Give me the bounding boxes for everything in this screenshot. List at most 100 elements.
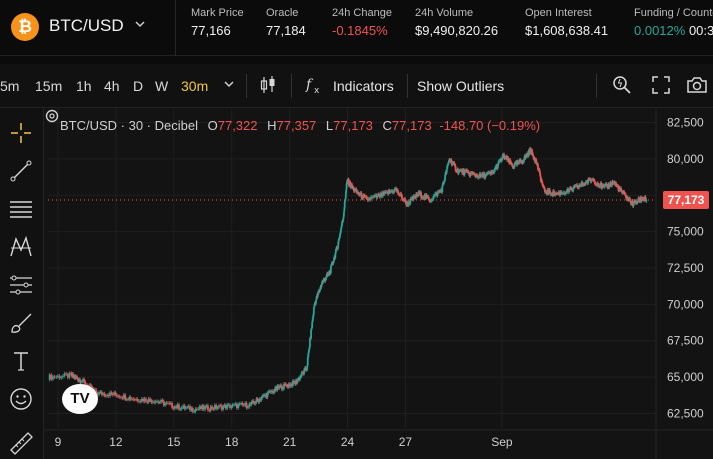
candle-body xyxy=(50,374,53,380)
candle-body xyxy=(553,190,555,195)
candle-body xyxy=(260,398,263,401)
candle-body xyxy=(497,161,500,165)
candle-body xyxy=(263,395,266,397)
chart-canvas[interactable]: 82,50080,00077,50075,00072,50070,00067,5… xyxy=(44,108,713,459)
candle-body xyxy=(334,253,337,259)
candle-body xyxy=(555,193,558,195)
zoom-search-icon[interactable] xyxy=(611,74,633,96)
timeframe-30m[interactable]: 30m xyxy=(181,78,209,94)
stat-value: $9,490,820.26 xyxy=(415,23,499,38)
candle-body xyxy=(572,187,575,191)
candle-body xyxy=(339,233,341,238)
candle-body xyxy=(182,405,185,408)
toolbar-divider xyxy=(407,74,408,98)
chevron-down-icon[interactable] xyxy=(222,77,236,91)
timeframe-d[interactable]: D xyxy=(133,78,144,94)
fx-indicators-icon[interactable]: f x xyxy=(304,74,326,96)
candle-body xyxy=(241,403,244,405)
indicators-button[interactable]: Indicators xyxy=(333,78,394,94)
candle-body xyxy=(612,182,615,184)
candle-body xyxy=(330,264,333,266)
candle-body xyxy=(353,190,356,192)
timeframe-1h[interactable]: 1h xyxy=(76,78,92,94)
stat-24h-change: 24h Change -0.1845% xyxy=(332,7,392,38)
candle-body xyxy=(251,400,254,402)
horizontal-lines-icon[interactable] xyxy=(8,196,34,222)
candle-body xyxy=(587,179,590,184)
candlestick-type-icon[interactable] xyxy=(257,74,279,96)
candle-body xyxy=(247,407,249,409)
show-outliers-button[interactable]: Show Outliers xyxy=(417,78,505,94)
candle-body xyxy=(604,184,607,186)
timeframe-5m[interactable]: 5m xyxy=(0,78,20,94)
candle-body xyxy=(386,192,389,194)
fullscreen-icon[interactable] xyxy=(650,74,672,96)
candle-body xyxy=(611,181,614,186)
high-value: 77,357 xyxy=(276,118,317,133)
fib-levels-icon[interactable] xyxy=(8,272,34,298)
high-label: H xyxy=(267,118,277,133)
candle-body xyxy=(512,166,515,168)
pattern-tool-icon[interactable] xyxy=(8,234,34,260)
candle-body xyxy=(448,160,450,164)
candle-body xyxy=(189,406,191,411)
candle-body xyxy=(151,401,154,403)
toolbar-divider xyxy=(596,74,597,98)
candle-body xyxy=(176,404,179,408)
candle-body xyxy=(173,406,176,409)
gear-icon[interactable] xyxy=(44,108,60,124)
candle-body xyxy=(320,284,323,288)
candle-body xyxy=(131,398,133,400)
candle-body xyxy=(149,398,151,401)
candle-body xyxy=(265,394,268,398)
timeframe-w[interactable]: W xyxy=(155,78,169,94)
price-chart[interactable]: 82,50080,00077,50075,00072,50070,00067,5… xyxy=(44,108,713,459)
candle-body xyxy=(153,401,156,403)
pair-name[interactable]: BTC/USD xyxy=(49,16,124,35)
text-tool-icon[interactable] xyxy=(8,348,34,374)
candle-body xyxy=(315,296,318,300)
candle-body xyxy=(139,401,142,402)
emoji-icon[interactable] xyxy=(8,386,34,412)
candle-body xyxy=(314,302,316,305)
tradingview-logo[interactable]: TV xyxy=(62,384,98,414)
candle-body xyxy=(333,256,336,261)
candle-body xyxy=(374,194,377,196)
candle-body xyxy=(516,161,519,165)
chevron-down-icon[interactable] xyxy=(133,17,147,31)
candle-body xyxy=(197,408,200,410)
chart-grid xyxy=(48,108,656,428)
candle-body xyxy=(143,398,146,402)
candle-body xyxy=(556,193,559,195)
crosshair-icon[interactable] xyxy=(8,120,34,146)
timeframe-15m[interactable]: 15m xyxy=(35,78,63,94)
candle-body xyxy=(355,189,358,193)
camera-screenshot-icon[interactable] xyxy=(686,74,708,96)
candle-body xyxy=(473,173,476,176)
candle-body xyxy=(434,193,437,196)
candle-body xyxy=(205,405,208,407)
candle-body xyxy=(362,195,365,199)
candle-body xyxy=(581,182,584,186)
candle-body xyxy=(70,373,73,374)
trend-line-icon[interactable] xyxy=(8,158,34,184)
candle-body xyxy=(542,185,544,186)
candle-body xyxy=(306,357,309,366)
candle-body xyxy=(317,293,320,294)
candle-body xyxy=(105,395,107,397)
candle-body xyxy=(467,171,470,174)
timeframe-4h[interactable]: 4h xyxy=(104,78,120,94)
candle-body xyxy=(389,191,392,193)
brush-icon[interactable] xyxy=(8,310,34,336)
candle-body xyxy=(288,384,291,387)
candle-body xyxy=(620,188,623,191)
candle-body xyxy=(299,376,302,378)
pair-selector[interactable]: ₿ BTC/USD xyxy=(0,0,176,56)
y-tick-label: 75,000 xyxy=(667,225,704,239)
candle-body xyxy=(573,186,576,188)
candle-body xyxy=(466,170,469,172)
candle-body xyxy=(513,163,516,168)
ruler-icon[interactable] xyxy=(8,430,34,456)
candle-body xyxy=(324,278,327,282)
candle-body xyxy=(607,184,610,188)
